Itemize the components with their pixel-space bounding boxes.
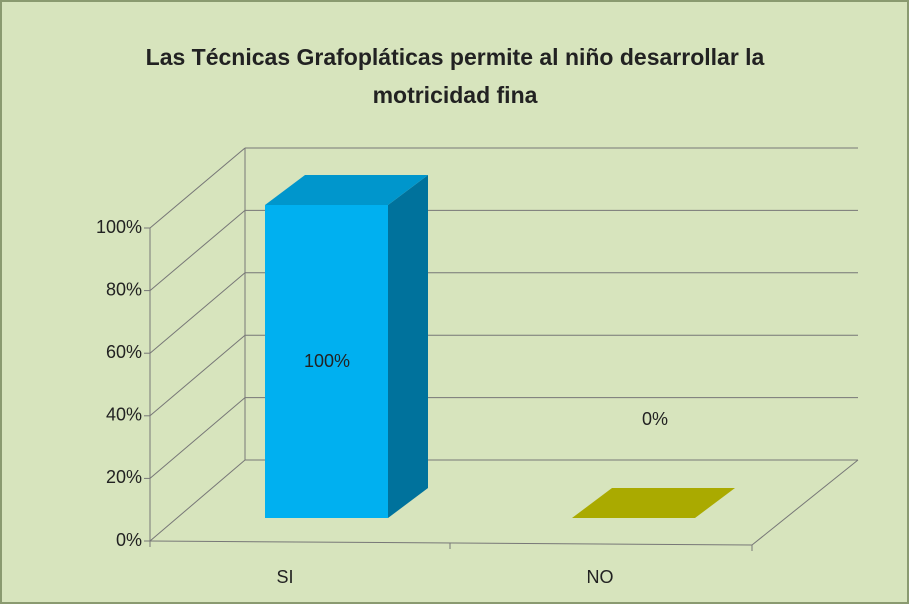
bar-side	[388, 175, 428, 518]
grid-line	[149, 210, 246, 291]
bar-top	[265, 175, 428, 205]
chart-title: Las Técnicas Grafopláticas permite al ni…	[145, 44, 765, 108]
y-tick-label: 60%	[106, 342, 142, 362]
bar	[265, 205, 388, 518]
axes	[149, 148, 859, 551]
y-tick-label: 0%	[116, 530, 142, 550]
grid-line	[149, 397, 246, 479]
y-tick-label: 20%	[106, 467, 142, 487]
grid-line	[149, 147, 246, 229]
grid-line	[149, 459, 246, 542]
y-tick-label: 40%	[106, 405, 142, 425]
floor-front	[149, 540, 753, 546]
y-tick-label: 100%	[96, 217, 142, 237]
value-label: 100%	[304, 351, 350, 371]
floor-right	[751, 459, 859, 546]
x-tick-label: SI	[276, 567, 293, 587]
value-label: 0%	[642, 409, 668, 429]
y-tick-label: 80%	[106, 279, 142, 299]
grid-line	[149, 272, 246, 354]
bar-top	[572, 488, 735, 518]
x-tick-label: NO	[587, 567, 614, 587]
grid-line	[149, 334, 246, 417]
